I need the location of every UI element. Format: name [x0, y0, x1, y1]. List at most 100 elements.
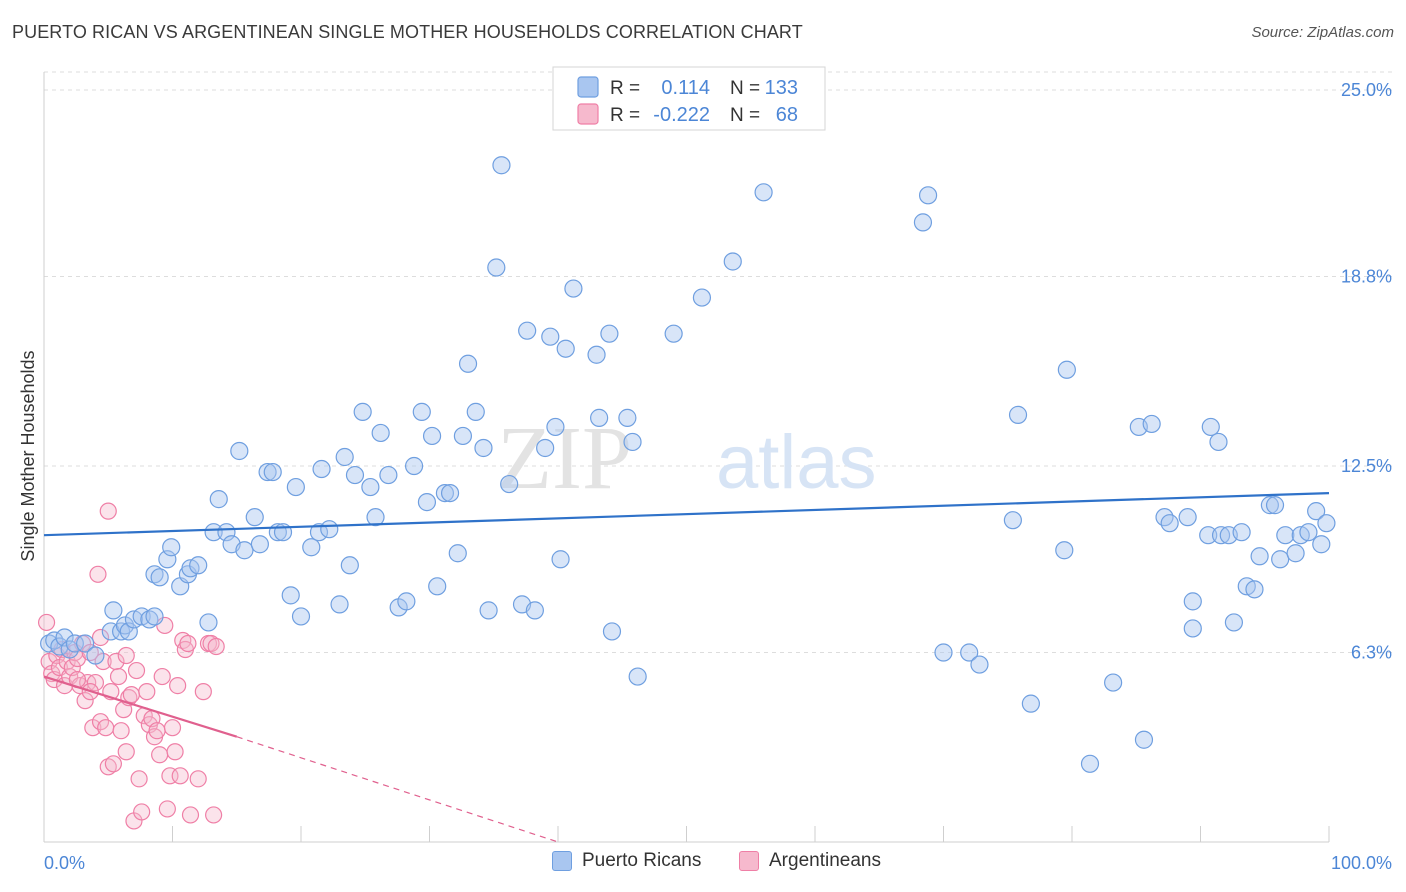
argentineans-point [109, 667, 128, 686]
puerto-ricans-point [345, 465, 365, 485]
puerto-ricans-point [209, 490, 228, 509]
puerto-ricans-point [335, 447, 354, 467]
puerto-ricans-point [474, 438, 493, 458]
puerto-ricans-point [754, 183, 773, 202]
argentineans-point [166, 743, 184, 761]
puerto-ricans-point [1307, 502, 1326, 521]
puerto-ricans-point [1265, 496, 1285, 515]
puerto-ricans-point [435, 483, 455, 503]
puerto-ricans-point [340, 556, 359, 575]
puerto-ricans-point [479, 601, 498, 620]
puerto-ricans-point [918, 186, 938, 205]
argentineans-point [81, 643, 99, 662]
argentineans-point [169, 676, 187, 695]
puerto-ricans-point [1299, 523, 1318, 542]
puerto-ricans-point [934, 643, 953, 662]
legend-swatch-puerto-ricans [577, 76, 599, 98]
legend-r-value: 0.114 [661, 77, 710, 99]
argentineans-point [37, 613, 56, 632]
puerto-ricans-point [1312, 535, 1331, 554]
puerto-ricans-point [492, 156, 511, 175]
argentineans-point [76, 692, 94, 710]
argentineans-point [181, 806, 200, 824]
argentineans-point [97, 719, 115, 737]
puerto-ricans-point [458, 354, 478, 373]
puerto-ricans-point [1183, 592, 1202, 611]
puerto-ricans-point [217, 523, 236, 542]
puerto-ricans-point [291, 607, 311, 626]
argentineans-point [127, 661, 146, 680]
argentineans-point [151, 746, 169, 764]
x-tick-label-min: 0.0% [44, 853, 85, 873]
puerto-ricans-point [235, 541, 254, 560]
source-credit: Source: ZipAtlas.com [1251, 24, 1394, 41]
argentineans-point [91, 628, 110, 647]
puerto-ricans-point [546, 417, 565, 437]
puerto-ricans-point [1211, 526, 1231, 545]
puerto-ricans-point [330, 595, 349, 614]
puerto-ricans-point [245, 508, 264, 527]
puerto-ricans-point [361, 477, 380, 497]
puerto-ricans-point [119, 622, 138, 641]
puerto-ricans-point [412, 402, 431, 421]
argentineans-point [171, 767, 189, 785]
puerto-ricans-point [145, 607, 164, 626]
puerto-ricans-point [1057, 360, 1076, 379]
puerto-ricans-point [556, 339, 575, 358]
puerto-ricans-point [692, 288, 712, 307]
argentineans-point [207, 637, 225, 656]
puerto-ricans-point [1055, 541, 1074, 560]
puerto-ricans-point [1080, 754, 1100, 773]
puerto-ricans-point [104, 601, 123, 620]
chart-title: PUERTO RICAN VS ARGENTINEAN SINGLE MOTHE… [12, 22, 803, 42]
puerto-ricans-point [1178, 508, 1197, 527]
puerto-ricans-point [40, 634, 59, 653]
puerto-ricans-point [204, 523, 223, 542]
argentineans-point [179, 634, 197, 653]
legend-item-argentineans: Argentineans [739, 850, 881, 872]
puerto-ricans-point [1199, 526, 1218, 545]
puerto-ricans-point [86, 646, 105, 665]
legend-item-puerto-ricans: Puerto Ricans [552, 850, 701, 872]
puerto-ricans-point [309, 523, 329, 542]
puerto-ricans-point [150, 568, 169, 587]
puerto-ricans-point [1260, 496, 1279, 515]
argentineans-point [205, 806, 223, 824]
puerto-ricans-point [1317, 514, 1336, 533]
argentineans-trend-extension [236, 736, 559, 843]
puerto-ricans-point [664, 324, 683, 343]
puerto-ricans-point [1224, 613, 1244, 632]
puerto-ricans-point [440, 483, 460, 503]
puerto-ricans-point [158, 550, 177, 569]
puerto-ricans-point [590, 408, 609, 427]
argentineans-point [133, 803, 151, 821]
puerto-ricans-point [417, 493, 437, 512]
puerto-ricans-point [1142, 414, 1161, 434]
watermark-atlas: atlas [716, 420, 877, 505]
puerto-ricans-point [65, 634, 84, 653]
puerto-ricans-point [587, 345, 606, 364]
puerto-ricans-point [541, 327, 560, 346]
puerto-ricans-point [1209, 432, 1228, 452]
puerto-ricans-point [76, 634, 95, 653]
argentineans-point [194, 683, 212, 701]
puerto-ricans-point [422, 426, 442, 446]
puerto-ricans-point [250, 535, 269, 554]
legend-n-value: 133 [765, 77, 798, 99]
puerto-ricans-point [564, 279, 583, 298]
argentineans-trend-line [43, 675, 238, 738]
legend-r-label: R = [610, 78, 640, 99]
legend-n-label: N = [730, 105, 760, 126]
argentineans-points [37, 502, 225, 830]
y-tick-label: 18.8% [1341, 267, 1392, 287]
puerto-ricans-point [618, 408, 637, 427]
argentineans-point [112, 722, 130, 740]
trend-lines [43, 491, 1330, 843]
puerto-ricans-point [1276, 526, 1295, 545]
argentineans-point [158, 800, 176, 818]
puerto-ricans-point [371, 423, 390, 443]
argentineans-point [99, 502, 117, 520]
puerto-ricans-point [487, 258, 506, 277]
grid-layer [44, 71, 1392, 654]
puerto-ricans-point [448, 544, 467, 563]
